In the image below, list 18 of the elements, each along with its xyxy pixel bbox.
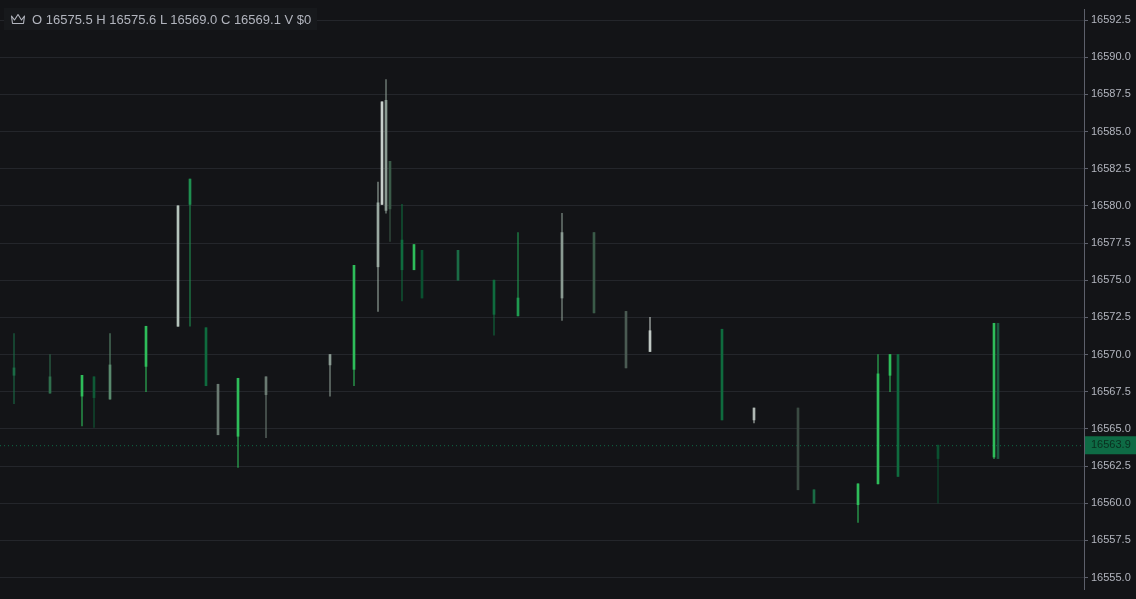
y-tick-label: 16590.0 bbox=[1091, 50, 1131, 63]
chart-subtitle: O 16575.5 H 16575.6 L 16569.0 C 16569.1 V $0 bbox=[32, 11, 312, 27]
y-tick-label: 16582.5 bbox=[1091, 161, 1131, 174]
y-tick-label: 16585.0 bbox=[1091, 124, 1131, 137]
y-tick-label: 16565.0 bbox=[1091, 421, 1131, 434]
y-tick-label: 16555.0 bbox=[1091, 570, 1131, 583]
y-tick-label: 16562.5 bbox=[1091, 459, 1131, 472]
y-tick-label: 16577.5 bbox=[1091, 236, 1131, 249]
ref-line-label: 16563.9 bbox=[1091, 438, 1131, 451]
y-tick-label: 16570.0 bbox=[1091, 347, 1131, 360]
y-tick-label: 16580.0 bbox=[1091, 198, 1131, 211]
y-tick-label: 16567.5 bbox=[1091, 384, 1131, 397]
y-tick-label: 16587.5 bbox=[1091, 87, 1131, 100]
y-tick-label: 16592.5 bbox=[1091, 13, 1131, 26]
y-tick-label: 16572.5 bbox=[1091, 310, 1131, 323]
y-tick-label: 16575.0 bbox=[1091, 273, 1131, 286]
y-tick-label: 16560.0 bbox=[1091, 496, 1131, 509]
y-tick-label: 16557.5 bbox=[1091, 533, 1131, 546]
